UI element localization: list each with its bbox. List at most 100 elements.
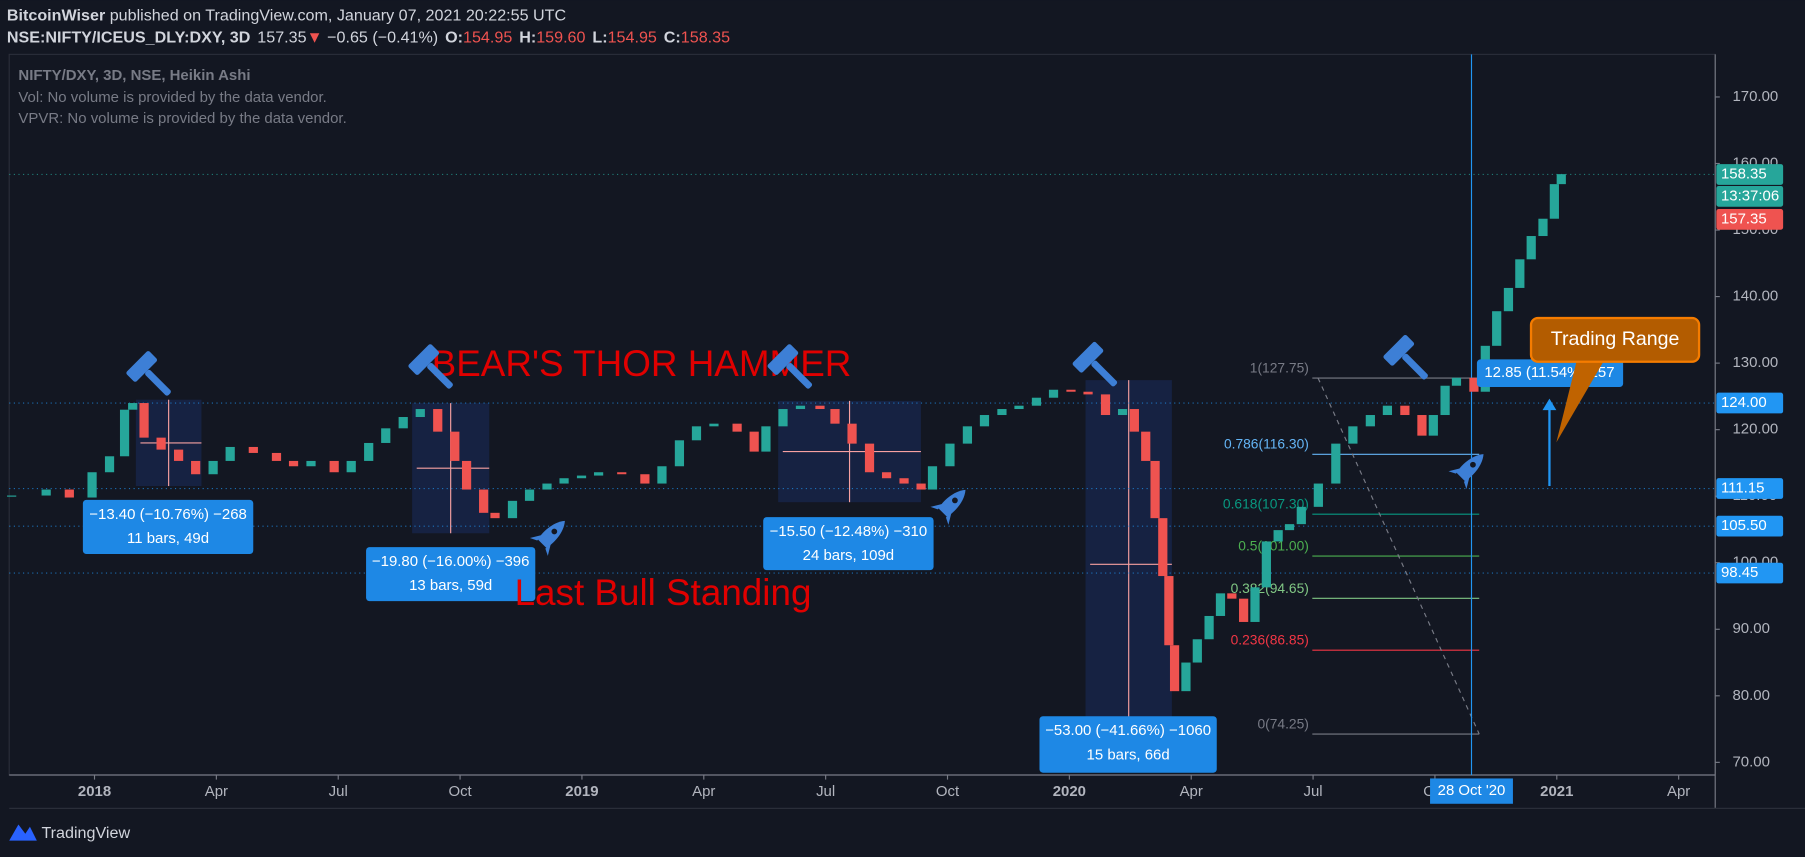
x-tick-label: 2020 <box>1053 783 1086 800</box>
candle <box>1469 377 1479 392</box>
candle <box>1417 415 1427 436</box>
candle <box>1192 639 1202 663</box>
plot-area <box>8 53 1716 776</box>
candle <box>1250 587 1260 622</box>
candle <box>1239 598 1249 622</box>
fib-label: 0.236(86.85) <box>1231 632 1309 648</box>
candle <box>479 489 489 513</box>
candle <box>559 478 569 484</box>
legend-line: NIFTY/DXY, 3D, NSE, Heikin Ashi <box>18 67 250 84</box>
candle <box>271 452 282 461</box>
candle <box>415 409 425 418</box>
candle <box>962 426 973 444</box>
candle <box>795 405 806 410</box>
y-tick-label: 70.00 <box>1732 753 1769 770</box>
fib-label: 1(127.75) <box>1250 360 1309 376</box>
measure-label-box <box>82 499 254 554</box>
h-label: H: <box>519 29 536 47</box>
candle <box>945 443 955 467</box>
candle <box>1261 541 1271 588</box>
candle <box>1382 405 1393 416</box>
hammer-head <box>767 344 799 375</box>
candle <box>433 409 443 432</box>
candle <box>1181 662 1191 692</box>
fib-label: 0.5(101.00) <box>1238 538 1309 554</box>
candle <box>1451 377 1462 386</box>
candle <box>640 474 650 484</box>
candle <box>830 409 840 424</box>
fib-label: 0.786(116.30) <box>1224 436 1309 452</box>
candle <box>1048 389 1059 398</box>
candle <box>1365 415 1375 427</box>
candle <box>778 409 788 427</box>
measure-label-box <box>763 517 934 571</box>
measure-label: 11 bars, 49d <box>127 530 209 547</box>
rocket-window <box>952 497 958 504</box>
x-tick-label: 2019 <box>565 783 598 800</box>
symbol: NSE:NIFTY/ICEUS_DLY:DXY, 3D <box>7 29 250 47</box>
tv-logo: TradingView <box>9 824 130 842</box>
candle <box>208 460 218 475</box>
candle <box>1492 311 1502 346</box>
candle <box>490 512 500 519</box>
price-label: 105.50 <box>1721 517 1767 534</box>
hammer-handle <box>1402 353 1428 380</box>
rocket-icon <box>930 489 966 525</box>
last-price-label: 157.35 <box>1721 210 1767 227</box>
x-tick-label: Jul <box>329 783 348 800</box>
candle <box>288 460 299 467</box>
candle <box>1215 593 1226 616</box>
candle <box>1526 236 1536 260</box>
candle <box>1169 645 1180 692</box>
candle <box>524 489 535 501</box>
fib-label: 0(74.25) <box>1257 716 1308 732</box>
candle <box>979 415 990 427</box>
h: 159.60 <box>536 29 585 47</box>
range-arrow-head <box>1542 398 1557 411</box>
x-tick-label: Apr <box>205 783 228 800</box>
symbol-line: NSE:NIFTY/ICEUS_DLY:DXY, 3D 157.35▼ −0.65 … <box>7 29 730 47</box>
candle <box>1129 409 1139 432</box>
candle <box>7 495 17 497</box>
measure-label: −13.40 (−10.76%) −268 <box>89 506 247 523</box>
price-label: 98.45 <box>1721 564 1758 581</box>
y-tick-label: 120.00 <box>1732 421 1778 438</box>
hammer-handle <box>1091 360 1118 387</box>
candle <box>1503 287 1514 312</box>
hammer-handle <box>427 362 453 389</box>
last-price-box <box>1716 209 1784 230</box>
hammer-head <box>1072 341 1104 373</box>
x-tick-label: Apr <box>1180 783 1203 800</box>
callout-text: Trading Range <box>1551 328 1680 350</box>
candle <box>381 428 391 443</box>
candle <box>364 442 374 461</box>
crosshair-label: 28 Oct '20 <box>1438 782 1506 799</box>
candle <box>225 446 235 461</box>
x-tick-label: Jul <box>1304 783 1323 800</box>
fib-trend <box>1317 377 1480 735</box>
y-tick-label: 170.00 <box>1732 88 1778 105</box>
candle <box>128 403 138 410</box>
candle <box>709 423 719 427</box>
candle <box>761 426 771 452</box>
candle <box>1556 174 1566 185</box>
candle <box>1204 615 1214 640</box>
price-label: 124.00 <box>1721 394 1767 411</box>
price-label-box <box>1716 562 1784 584</box>
candle <box>997 409 1007 416</box>
x-tick-label: Apr <box>1667 783 1690 800</box>
candle <box>749 431 759 452</box>
measure-label: −19.80 (−16.00%) −396 <box>372 553 530 570</box>
price-label-box <box>1716 515 1784 537</box>
l-label: L: <box>592 29 607 47</box>
price-label: 158.35 <box>1721 165 1767 182</box>
candle <box>657 466 667 484</box>
candle <box>881 472 892 479</box>
rocket-body <box>938 489 966 517</box>
candle <box>1348 426 1358 444</box>
callout-box <box>1529 316 1701 363</box>
x-tick-label: 2021 <box>1540 783 1573 800</box>
rocket-body <box>538 520 565 548</box>
x-tick-label: Oct <box>448 783 472 800</box>
